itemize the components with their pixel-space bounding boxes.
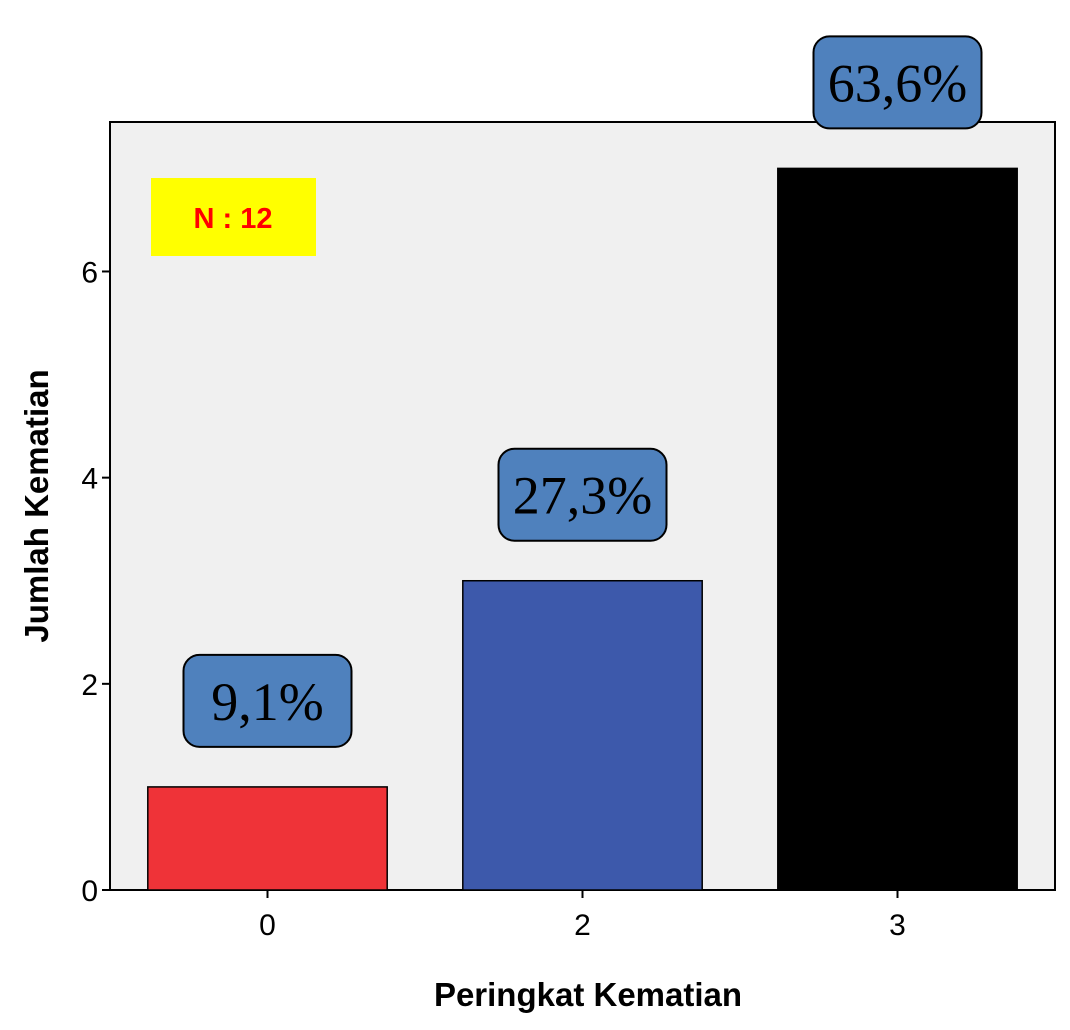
bar-0 <box>147 786 388 891</box>
y-tick-label-6: 6 <box>81 256 98 289</box>
x-axis-title: Peringkat Kematian <box>434 976 742 1013</box>
bar-2 <box>462 579 703 891</box>
n-annotation-text: N : 12 <box>194 203 273 235</box>
data-label-box-0 <box>182 653 353 748</box>
y-tick-label-2: 2 <box>81 669 98 702</box>
data-label-box-3 <box>812 35 983 130</box>
data-label-3: 63,6% <box>828 53 967 113</box>
data-labels-layer: 9,1% 27,3% 63,6% <box>182 35 983 748</box>
x-tick-label-2: 2 <box>574 909 591 942</box>
n-annotation: N : 12 <box>151 178 316 256</box>
y-tick-label-4: 4 <box>81 463 98 496</box>
bars-layer <box>147 167 1018 891</box>
axes-layer: 0 2 3 0 2 4 6 <box>81 256 906 942</box>
x-tick-label-3: 3 <box>889 909 906 942</box>
y-axis-title: Jumlah Kematian <box>18 369 55 642</box>
y-tick-label-0: 0 <box>81 875 98 908</box>
x-tick-label-0: 0 <box>259 909 276 942</box>
data-label-0: 9,1% <box>211 672 323 732</box>
data-label-box-2 <box>497 447 668 542</box>
data-label-2: 27,3% <box>513 466 652 526</box>
n-annotation-box <box>151 178 316 256</box>
bar-3 <box>777 167 1018 891</box>
